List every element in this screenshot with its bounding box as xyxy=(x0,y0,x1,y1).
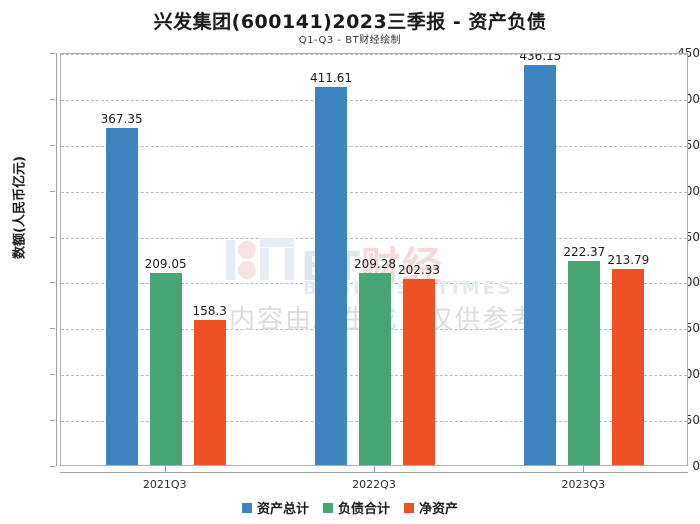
bar[interactable] xyxy=(359,272,391,465)
legend-label: 资产总计 xyxy=(256,502,309,517)
chart-title: 兴发集团(600141)2023三季报 - 资产负债 xyxy=(153,11,547,33)
legend-item[interactable]: 负债合计 xyxy=(322,498,390,517)
bar-value-label: 209.05 xyxy=(144,257,187,272)
bar-value-label: 202.33 xyxy=(398,263,440,278)
x-tick-label: 2022Q3 xyxy=(352,478,396,491)
bar-value-label: 411.61 xyxy=(310,71,352,86)
gridline xyxy=(61,99,687,101)
y-tick-mark xyxy=(50,466,55,467)
gridline xyxy=(61,145,687,147)
x-tick-mark xyxy=(583,466,585,473)
bar[interactable] xyxy=(149,273,182,465)
gridline xyxy=(61,54,687,55)
bar-value-label: 213.79 xyxy=(607,252,650,267)
y-tick-mark xyxy=(50,53,55,54)
y-tick-mark xyxy=(50,374,55,376)
legend-item[interactable]: 净资产 xyxy=(404,498,458,517)
gridline xyxy=(61,191,687,193)
legend-label: 净资产 xyxy=(419,502,459,517)
bar-value-label: 436.15 xyxy=(519,53,562,63)
y-tick-mark xyxy=(50,144,55,146)
bar[interactable] xyxy=(524,64,557,465)
bar-value-label: 222.37 xyxy=(563,244,606,259)
legend-item[interactable]: 资产总计 xyxy=(241,498,309,517)
bars-layer: 367.35 209.05 158.3 411.61 209.28 202.33 436.1… xyxy=(61,54,687,465)
bar-value-label: 209.28 xyxy=(354,256,396,271)
y-tick-mark xyxy=(50,420,55,422)
legend-swatch-icon xyxy=(322,502,333,513)
x-tick-label: 2021Q3 xyxy=(142,478,187,491)
y-axis-spine xyxy=(56,53,57,466)
bar-value-label: 367.35 xyxy=(100,111,143,126)
chart-legend: 资产总计 负债合计 净资产 xyxy=(0,498,700,517)
y-tick-mark xyxy=(50,98,55,100)
y-tick-mark xyxy=(50,190,55,192)
x-tick-mark xyxy=(374,466,375,473)
x-tick-mark xyxy=(164,466,166,473)
legend-swatch-icon xyxy=(404,502,414,513)
y-tick-mark xyxy=(50,236,55,238)
y-axis-title: 数额(人民币亿元) xyxy=(12,156,28,259)
plot-area: BT财经 BUSINESS TIMES 内容由AI生成，仅供参考 367.352… xyxy=(60,53,688,466)
legend-label: 负债合计 xyxy=(337,502,390,517)
bar[interactable] xyxy=(315,87,347,465)
bar[interactable] xyxy=(193,319,226,465)
bar[interactable] xyxy=(105,127,138,465)
legend-swatch-icon xyxy=(241,502,252,513)
bar[interactable] xyxy=(568,260,601,465)
y-tick-mark xyxy=(50,328,55,330)
x-tick-label: 2023Q3 xyxy=(561,478,606,491)
y-tick-label: 0 xyxy=(692,459,700,473)
bar[interactable] xyxy=(612,268,645,465)
bar-value-label: 158.3 xyxy=(192,303,227,318)
chart-subtitle: Q1-Q3 - BT财经绘制 xyxy=(298,35,402,46)
y-tick-label: 50 xyxy=(684,413,700,428)
y-tick-mark xyxy=(50,282,55,284)
gridline xyxy=(61,237,687,239)
bar[interactable] xyxy=(403,279,435,465)
